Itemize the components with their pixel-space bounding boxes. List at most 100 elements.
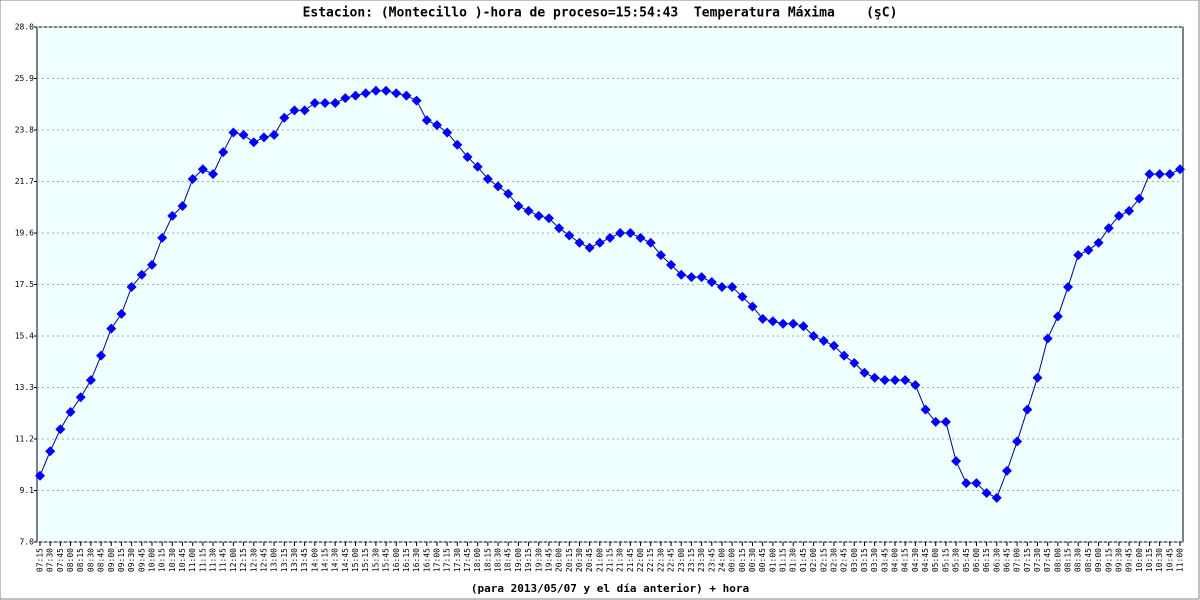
- data-point: [564, 230, 575, 241]
- data-point: [45, 446, 56, 457]
- x-tick-label: 12:45: [259, 548, 268, 572]
- data-point: [666, 259, 677, 270]
- x-tick-label: 04:15: [901, 548, 910, 572]
- x-tick-label: 01:00: [768, 548, 777, 572]
- y-tick-label: 25.9: [15, 74, 34, 83]
- data-point: [554, 223, 565, 234]
- x-tick-label: 09:45: [1125, 548, 1134, 572]
- x-tick-label: 21:45: [626, 548, 635, 572]
- x-tick-label: 01:15: [779, 548, 788, 572]
- x-tick-label: 01:30: [789, 548, 798, 572]
- x-tick-label: 08:00: [1053, 548, 1062, 572]
- data-point: [421, 115, 432, 126]
- x-tick-label: 19:00: [514, 548, 523, 572]
- chart-title: Estacion: (Montecillo )-hora de proceso=…: [303, 6, 898, 21]
- x-tick-label: 03:45: [880, 548, 889, 572]
- data-point: [1083, 245, 1094, 256]
- y-tick-label: 15.4: [15, 332, 34, 341]
- x-tick-label: 06:15: [982, 548, 991, 572]
- data-point: [381, 85, 392, 96]
- data-point: [981, 487, 992, 498]
- data-point: [1154, 169, 1165, 180]
- x-tick-label: 11:45: [219, 548, 228, 572]
- data-point: [543, 213, 554, 224]
- x-tick-label: 07:45: [56, 548, 65, 572]
- data-point: [75, 392, 86, 403]
- x-tick-label: 02:45: [840, 548, 849, 572]
- x-tick-label: 08:45: [1084, 548, 1093, 572]
- x-tick-label: 12:00: [229, 548, 238, 572]
- x-tick-label: 22:00: [636, 548, 645, 572]
- data-point: [146, 259, 157, 270]
- data-point: [1103, 223, 1114, 234]
- x-tick-label: 10:45: [178, 548, 187, 572]
- x-tick-label: 19:45: [544, 548, 553, 572]
- data-point: [808, 331, 819, 341]
- x-tick-label: 00:00: [728, 548, 737, 572]
- data-point: [1134, 193, 1145, 204]
- data-point: [1073, 250, 1084, 261]
- y-tick-label: 11.2: [15, 435, 34, 444]
- x-tick-label: 02:15: [819, 548, 828, 572]
- y-tick-label: 13.3: [15, 383, 34, 392]
- x-tick-label: 23:15: [687, 548, 696, 572]
- data-point: [706, 277, 717, 288]
- data-point: [951, 456, 962, 467]
- x-tick-label: 10:15: [158, 548, 167, 572]
- x-tick-label: 20:45: [585, 548, 594, 572]
- x-tick-label: 20:15: [565, 548, 574, 572]
- x-tick-label: 19:30: [534, 548, 543, 572]
- data-point: [961, 478, 972, 489]
- data-point: [442, 127, 453, 138]
- data-point: [1144, 169, 1155, 180]
- x-tick-label: 13:30: [290, 548, 299, 572]
- data-point: [289, 105, 300, 116]
- data-point: [35, 470, 45, 481]
- data-point: [1022, 404, 1033, 415]
- x-tick-label: 08:30: [1074, 548, 1083, 572]
- data-point: [655, 250, 666, 261]
- x-tick-label: 22:30: [656, 548, 665, 572]
- x-tick-label: 07:00: [1013, 548, 1022, 572]
- data-point: [187, 174, 198, 185]
- x-tick-label: 16:15: [402, 548, 411, 572]
- data-point: [472, 161, 483, 172]
- x-tick-label: 17:30: [453, 548, 462, 572]
- data-point: [1042, 333, 1053, 344]
- data-point: [330, 98, 341, 109]
- x-tick-label: 00:45: [758, 548, 767, 572]
- data-point: [1093, 237, 1104, 248]
- data-point: [258, 132, 269, 143]
- x-tick-label: 18:00: [473, 548, 482, 572]
- data-point: [584, 242, 595, 253]
- y-tick-label: 19.6: [15, 229, 34, 238]
- data-point: [106, 323, 117, 334]
- data-point: [737, 291, 748, 302]
- x-tick-label: 15:45: [382, 548, 391, 572]
- data-point: [370, 85, 381, 96]
- data-point: [869, 372, 880, 383]
- data-point: [320, 98, 330, 109]
- data-point: [340, 93, 351, 104]
- data-point: [482, 174, 493, 185]
- x-tick-label: 19:15: [524, 548, 533, 572]
- x-tick-label: 08:45: [97, 548, 106, 572]
- data-point: [493, 181, 504, 192]
- x-tick-label: 10:15: [1145, 548, 1154, 572]
- data-point: [299, 105, 310, 116]
- data-point: [971, 478, 982, 489]
- x-tick-label: 06:45: [1002, 548, 1011, 572]
- data-point: [940, 416, 951, 427]
- data-point: [788, 318, 799, 329]
- data-point: [686, 272, 697, 283]
- data-point: [269, 129, 280, 140]
- data-point: [462, 151, 473, 162]
- data-point: [991, 492, 1002, 503]
- data-point: [920, 404, 931, 415]
- data-point: [818, 335, 829, 346]
- x-tick-label: 21:15: [606, 548, 615, 572]
- x-tick-label: 09:15: [117, 548, 126, 572]
- y-tick-label: 21.7: [15, 177, 34, 186]
- x-tick-label: 17:00: [432, 548, 441, 572]
- data-point: [279, 112, 290, 123]
